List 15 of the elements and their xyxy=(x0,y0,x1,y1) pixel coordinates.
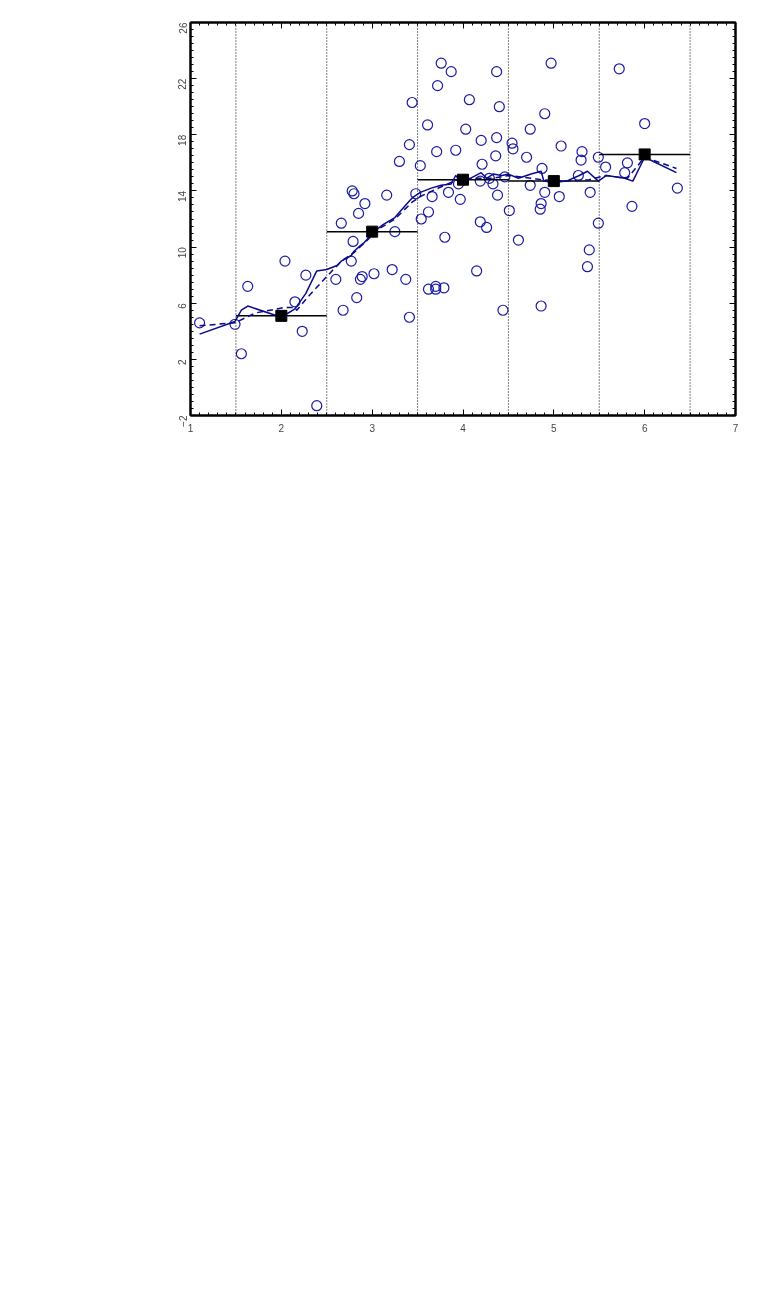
x-tick-label: 2 xyxy=(278,422,285,434)
x-tick-label: 5 xyxy=(551,422,558,434)
x-tick-label: 6 xyxy=(641,422,648,434)
x-tick-label: 3 xyxy=(369,422,376,434)
y-tick-label: 10 xyxy=(177,246,189,259)
y-tick-label: 2 xyxy=(177,358,189,365)
x-tick-label: 7 xyxy=(732,422,739,434)
y-tick-label: 6 xyxy=(177,302,189,309)
x-tick-label: 1 xyxy=(187,422,194,434)
y-tick-label: 22 xyxy=(177,78,189,90)
y-tick-label: 14 xyxy=(177,190,189,203)
y-tick-label: 18 xyxy=(177,134,189,146)
x-tick-label: 4 xyxy=(460,422,467,434)
y-tick-label: 26 xyxy=(177,22,189,34)
y-tick-label: −2 xyxy=(177,415,189,427)
